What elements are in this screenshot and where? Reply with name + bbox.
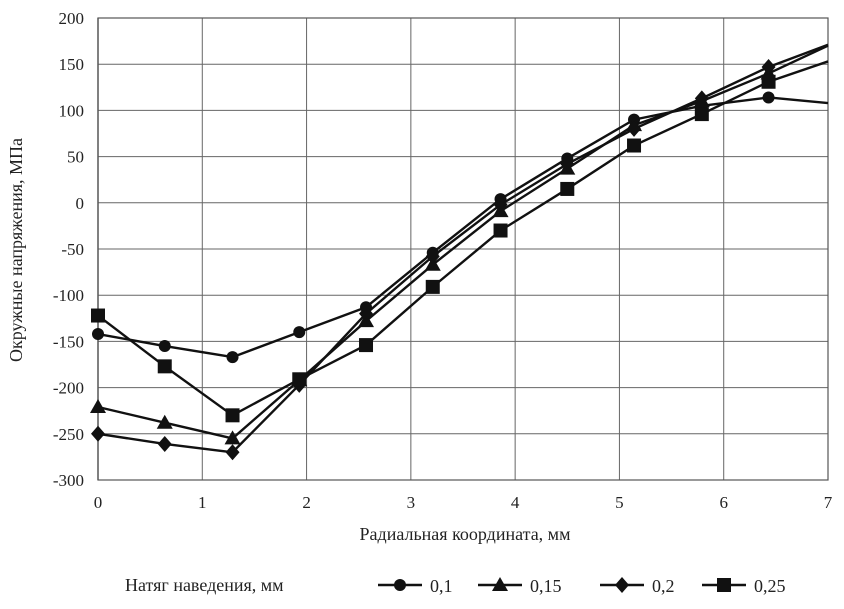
- data-point-square: [157, 359, 172, 374]
- y-tick-label: 0: [76, 194, 85, 213]
- x-axis-title: Радиальная координата, мм: [360, 524, 571, 544]
- x-tick-label: 0: [94, 493, 103, 512]
- data-point-diamond: [694, 90, 709, 107]
- legend-label: 0,2: [652, 576, 675, 596]
- data-point-diamond: [493, 196, 508, 213]
- data-point-square: [292, 372, 307, 387]
- data-point-diamond: [359, 305, 374, 322]
- y-tick-label: 200: [59, 9, 85, 28]
- series-layer: [90, 43, 829, 461]
- legend-marker-square: [717, 578, 731, 592]
- data-point-square: [761, 74, 776, 89]
- legend-label: 0,15: [530, 576, 562, 596]
- series-line: [97, 43, 829, 454]
- series-line: [97, 60, 829, 417]
- y-tick-label: 100: [59, 101, 85, 120]
- data-point-square: [627, 138, 642, 153]
- series-diamond: [91, 43, 829, 461]
- x-tick-label: 3: [407, 493, 416, 512]
- legend-title: Натяг наведения, мм: [125, 575, 284, 595]
- data-point-square: [493, 223, 508, 238]
- data-point-diamond: [425, 248, 440, 265]
- y-tick-label: 150: [59, 55, 85, 74]
- x-tick-label: 2: [302, 493, 311, 512]
- data-point-diamond: [91, 425, 105, 442]
- x-tick-label: 6: [719, 493, 728, 512]
- data-point-square: [425, 279, 440, 294]
- data-point-square: [91, 308, 105, 323]
- data-point-diamond: [627, 120, 642, 137]
- data-point-diamond: [761, 58, 776, 75]
- data-point-diamond: [225, 444, 240, 461]
- y-tick-label: 50: [67, 148, 84, 167]
- data-point-triangle: [224, 430, 241, 445]
- series-square: [91, 60, 829, 423]
- y-tick-label: -150: [53, 332, 84, 351]
- data-point-diamond: [157, 435, 172, 452]
- data-point-circle: [92, 328, 104, 341]
- series-line: [97, 44, 829, 440]
- data-point-square: [560, 181, 575, 196]
- legend-label: 0,1: [430, 576, 453, 596]
- x-tick-label: 7: [824, 493, 833, 512]
- data-point-circle: [226, 351, 239, 364]
- y-axis-title: Окружные напряжения, МПа: [6, 138, 26, 362]
- legend: Натяг наведения, мм 0,1 0,15 0,2 0,25: [125, 575, 786, 596]
- y-tick-label: -250: [53, 425, 84, 444]
- x-tick-label: 5: [615, 493, 624, 512]
- legend-marker-circle: [394, 579, 406, 591]
- data-point-triangle: [90, 399, 106, 414]
- data-point-square: [225, 408, 240, 423]
- data-point-triangle: [156, 414, 173, 429]
- tick-labels: 0 1 2 3 4 5 6 7 200 150 100 50 0 -50 -100 -150 -200 -250 -…: [53, 9, 833, 512]
- data-point-diamond: [560, 155, 575, 172]
- y-tick-label: -200: [53, 379, 84, 398]
- legend-marker-diamond: [615, 577, 629, 593]
- y-tick-label: -50: [61, 240, 84, 259]
- y-tick-label: -300: [53, 471, 84, 490]
- plot-border: [97, 17, 829, 481]
- data-point-circle: [293, 326, 306, 339]
- grid: [97, 17, 829, 481]
- y-tick-label: -100: [53, 286, 84, 305]
- data-point-circle: [762, 91, 775, 104]
- data-point-square: [359, 338, 374, 353]
- legend-marker-triangle: [492, 577, 508, 591]
- data-point-square: [694, 107, 709, 122]
- x-tick-label: 4: [511, 493, 520, 512]
- data-point-circle: [158, 340, 171, 353]
- x-tick-label: 1: [198, 493, 207, 512]
- legend-label: 0,25: [754, 576, 786, 596]
- series-line: [97, 96, 829, 359]
